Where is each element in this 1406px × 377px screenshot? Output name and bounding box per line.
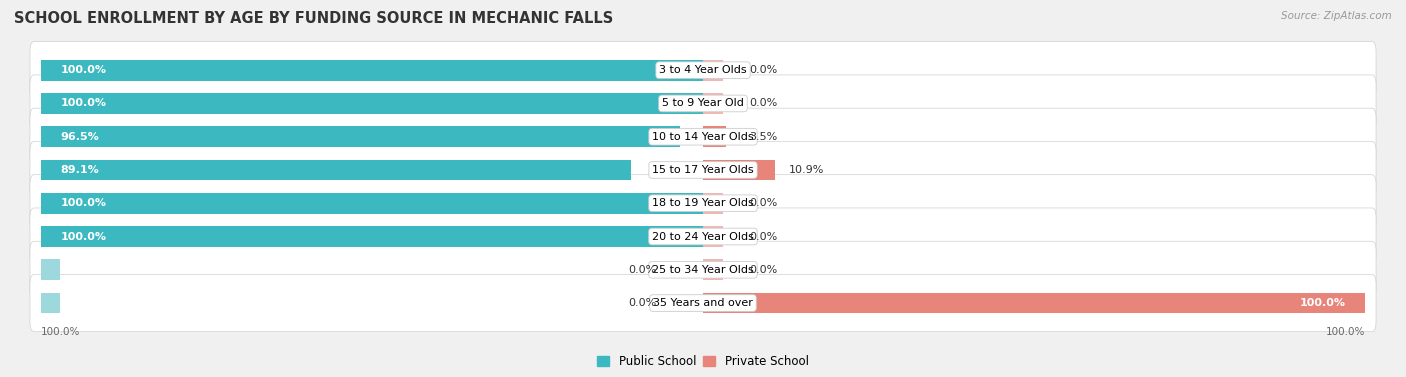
FancyBboxPatch shape (30, 75, 1376, 132)
Text: 25 to 34 Year Olds: 25 to 34 Year Olds (652, 265, 754, 275)
Text: 10.9%: 10.9% (789, 165, 824, 175)
FancyBboxPatch shape (30, 141, 1376, 199)
Text: 100.0%: 100.0% (1299, 298, 1346, 308)
Text: 96.5%: 96.5% (60, 132, 100, 142)
Text: 100.0%: 100.0% (60, 65, 107, 75)
Bar (41, 160, 631, 180)
Text: 35 Years and over: 35 Years and over (652, 298, 754, 308)
Text: 0.0%: 0.0% (749, 98, 778, 109)
FancyBboxPatch shape (30, 241, 1376, 298)
Text: Source: ZipAtlas.com: Source: ZipAtlas.com (1281, 11, 1392, 21)
Bar (703, 226, 723, 247)
Bar (703, 126, 725, 147)
Bar (41, 226, 703, 247)
FancyBboxPatch shape (30, 274, 1376, 332)
Text: 0.0%: 0.0% (749, 265, 778, 275)
Bar (41, 293, 60, 313)
Bar (41, 193, 703, 213)
Text: 100.0%: 100.0% (60, 231, 107, 242)
Text: 3.5%: 3.5% (749, 132, 778, 142)
Bar (41, 259, 60, 280)
Text: 100.0%: 100.0% (60, 198, 107, 208)
Text: 5 to 9 Year Old: 5 to 9 Year Old (662, 98, 744, 109)
Text: 100.0%: 100.0% (60, 98, 107, 109)
Text: 100.0%: 100.0% (1326, 327, 1365, 337)
Text: 10 to 14 Year Olds: 10 to 14 Year Olds (652, 132, 754, 142)
Text: 89.1%: 89.1% (60, 165, 100, 175)
Text: 0.0%: 0.0% (628, 265, 657, 275)
Bar (703, 93, 723, 114)
Text: 3 to 4 Year Olds: 3 to 4 Year Olds (659, 65, 747, 75)
Bar (703, 293, 1365, 313)
FancyBboxPatch shape (30, 108, 1376, 165)
Text: 15 to 17 Year Olds: 15 to 17 Year Olds (652, 165, 754, 175)
Bar (41, 60, 703, 81)
Bar (703, 259, 723, 280)
FancyBboxPatch shape (30, 175, 1376, 232)
Text: 20 to 24 Year Olds: 20 to 24 Year Olds (652, 231, 754, 242)
Legend: Public School, Private School: Public School, Private School (593, 351, 813, 373)
Bar (703, 160, 775, 180)
Text: SCHOOL ENROLLMENT BY AGE BY FUNDING SOURCE IN MECHANIC FALLS: SCHOOL ENROLLMENT BY AGE BY FUNDING SOUR… (14, 11, 613, 26)
Text: 100.0%: 100.0% (41, 327, 80, 337)
Text: 0.0%: 0.0% (628, 298, 657, 308)
FancyBboxPatch shape (30, 41, 1376, 99)
Bar (703, 193, 723, 213)
Bar (703, 60, 723, 81)
FancyBboxPatch shape (30, 208, 1376, 265)
Text: 0.0%: 0.0% (749, 65, 778, 75)
Bar (41, 126, 681, 147)
Bar (41, 93, 703, 114)
Text: 0.0%: 0.0% (749, 231, 778, 242)
Text: 0.0%: 0.0% (749, 198, 778, 208)
Text: 18 to 19 Year Olds: 18 to 19 Year Olds (652, 198, 754, 208)
